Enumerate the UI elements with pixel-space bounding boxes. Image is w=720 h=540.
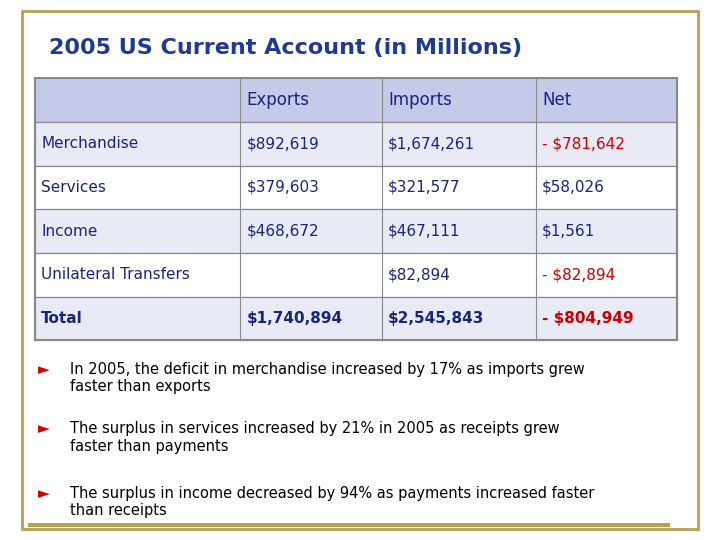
Text: - $781,642: - $781,642 <box>542 136 625 151</box>
Bar <box>28 523 670 526</box>
Bar <box>35 209 677 253</box>
Text: Total: Total <box>41 311 83 326</box>
Text: $1,674,261: $1,674,261 <box>388 136 475 151</box>
Text: 2005 US Current Account (in Millions): 2005 US Current Account (in Millions) <box>49 38 522 58</box>
Bar <box>35 166 677 209</box>
Text: $467,111: $467,111 <box>388 224 461 239</box>
Text: $892,619: $892,619 <box>247 136 320 151</box>
Bar <box>35 122 677 166</box>
Text: Income: Income <box>41 224 98 239</box>
Text: The surplus in services increased by 21% in 2005 as receipts grew
faster than pa: The surplus in services increased by 21%… <box>70 421 559 454</box>
Text: - $804,949: - $804,949 <box>542 311 634 326</box>
Text: $82,894: $82,894 <box>388 267 451 282</box>
Text: - $82,894: - $82,894 <box>542 267 616 282</box>
Text: $1,561: $1,561 <box>542 224 595 239</box>
Text: $321,577: $321,577 <box>388 180 461 195</box>
Text: $1,740,894: $1,740,894 <box>247 311 343 326</box>
Text: $468,672: $468,672 <box>247 224 320 239</box>
Text: Unilateral Transfers: Unilateral Transfers <box>41 267 190 282</box>
Text: Services: Services <box>41 180 106 195</box>
Text: ►: ► <box>38 362 50 377</box>
Text: In 2005, the deficit in merchandise increased by 17% as imports grew
faster than: In 2005, the deficit in merchandise incr… <box>70 362 585 394</box>
Text: The surplus in income decreased by 94% as payments increased faster
than receipt: The surplus in income decreased by 94% a… <box>70 486 594 518</box>
Bar <box>35 78 677 122</box>
Text: $2,545,843: $2,545,843 <box>388 311 485 326</box>
Bar <box>35 296 677 340</box>
Text: Imports: Imports <box>388 91 452 109</box>
Text: ►: ► <box>38 421 50 436</box>
Text: $379,603: $379,603 <box>247 180 320 195</box>
Text: Net: Net <box>542 91 572 109</box>
Text: Merchandise: Merchandise <box>41 136 138 151</box>
Text: Exports: Exports <box>247 91 310 109</box>
Text: $58,026: $58,026 <box>542 180 605 195</box>
Bar <box>35 253 677 296</box>
Text: ►: ► <box>38 486 50 501</box>
